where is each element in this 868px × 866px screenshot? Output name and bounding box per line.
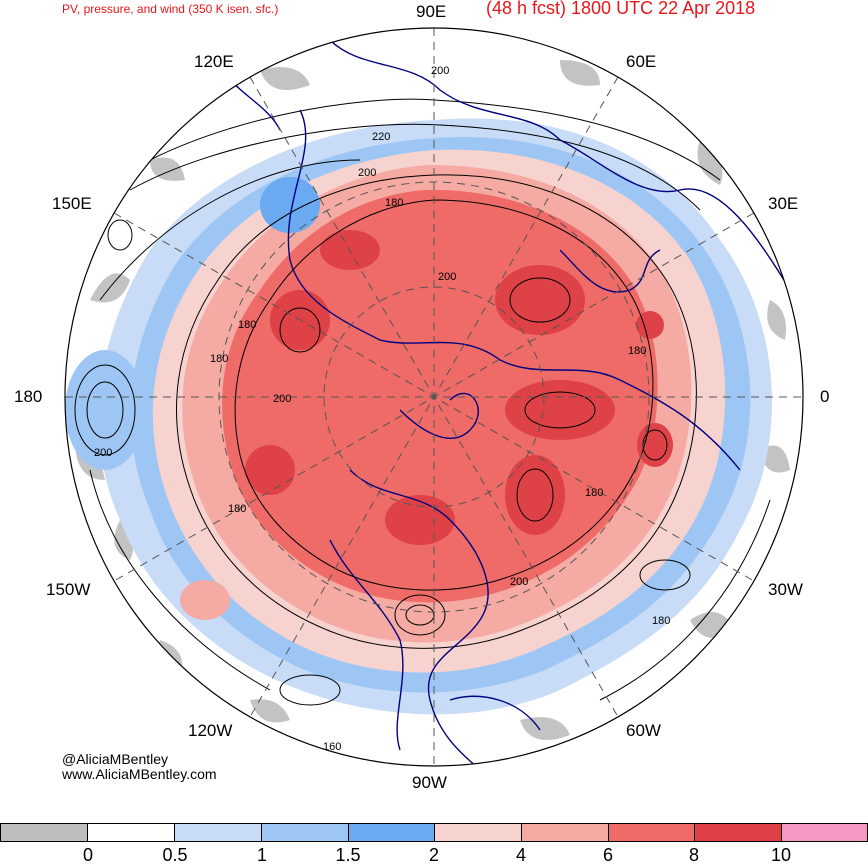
colorbar-swatch <box>781 823 868 842</box>
colorbar-label: 10 <box>770 845 792 865</box>
coastlines <box>229 39 791 766</box>
colorbar-swatch <box>87 823 175 842</box>
colorbar-label: 2 <box>428 845 440 865</box>
lon-label-60e: 60E <box>626 52 657 71</box>
pv-blue-west <box>65 350 145 470</box>
colorbar-label: 4 <box>515 845 527 865</box>
colorbar-swatch <box>608 823 696 842</box>
colorbar-label: 1.5 <box>335 845 361 865</box>
colorbar-swatch <box>0 823 88 842</box>
contour-label: 180 <box>228 503 246 515</box>
credit-handle: @AliciaMBentley <box>62 751 169 767</box>
colorbar-label: 0.5 <box>162 845 188 865</box>
colorbar-label: 0 <box>82 845 94 865</box>
map-border <box>64 27 804 767</box>
colorbar-swatch <box>521 823 609 842</box>
contour-label: 180 <box>210 353 228 365</box>
colorbar-label: 8 <box>688 845 700 865</box>
lon-label-30e: 30E <box>768 194 799 213</box>
contour-label: 180 <box>628 345 646 357</box>
lon-label-150w: 150W <box>46 580 91 599</box>
pv-blue-northwest <box>260 177 320 233</box>
contour-label: 220 <box>372 131 390 143</box>
colorbar-swatch <box>348 823 436 842</box>
lon-label-0: 0 <box>820 387 830 406</box>
colorbar-swatch <box>694 823 782 842</box>
contour-label: 180 <box>238 319 256 331</box>
contour-label: 200 <box>94 447 112 459</box>
colorbar-swatch <box>434 823 522 842</box>
colorbar-swatch <box>261 823 349 842</box>
contour-label: 200 <box>358 167 376 179</box>
contour-label: 200 <box>510 576 528 588</box>
lon-label-30w: 30W <box>768 580 803 599</box>
contour-label: 180 <box>652 615 670 627</box>
contour-label: 160 <box>323 741 341 753</box>
contour-label: 180 <box>385 197 403 209</box>
lon-label-120e: 120E <box>194 52 234 71</box>
contour-label: 200 <box>438 271 456 283</box>
lon-label-90w: 90W <box>412 773 447 792</box>
pressure-contours <box>74 98 771 706</box>
colorbar-label: 1 <box>256 845 268 865</box>
credit-website: www.AliciaMBentley.com <box>62 766 217 782</box>
product-title: PV, pressure, and wind (350 K isen. sfc.… <box>62 2 279 16</box>
colorbar-swatch <box>174 823 262 842</box>
graticule <box>65 28 803 766</box>
polar-stereographic-map: 200 220 200 180 200 180 180 200 200 180 … <box>64 27 804 767</box>
lon-label-60w: 60W <box>626 721 661 740</box>
lon-label-180: 180 <box>14 387 43 406</box>
contour-label-group: 200 220 200 180 200 180 180 200 200 180 … <box>94 65 670 753</box>
contour-label: 200 <box>431 65 449 77</box>
valid-time-title: (48 h fcst) 1800 UTC 22 Apr 2018 <box>486 0 756 18</box>
contour-label: 200 <box>273 393 291 405</box>
lon-label-150e: 150E <box>52 194 92 213</box>
pv-salmon-southwest <box>180 580 230 620</box>
gray-pv-patches <box>75 60 790 740</box>
colorbar-label: 6 <box>602 845 614 865</box>
lon-label-120w: 120W <box>188 721 233 740</box>
contour-label: 180 <box>585 487 603 499</box>
lon-label-90e: 90E <box>416 2 447 21</box>
